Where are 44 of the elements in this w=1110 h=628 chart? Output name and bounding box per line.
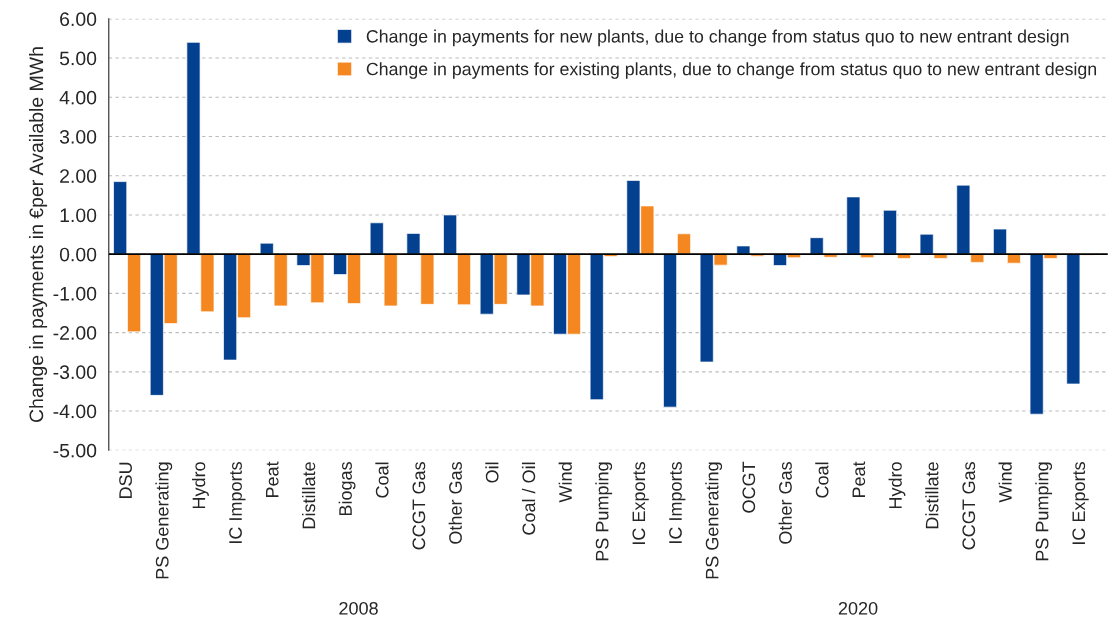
x-tick-label: Wind — [998, 462, 1012, 503]
x-tick-label: Peat — [852, 461, 866, 498]
y-tick-label: -1.00 — [53, 286, 97, 301]
text: 2020 — [838, 601, 878, 615]
x-tick-label: Wind — [558, 462, 572, 503]
x-tick-label: CCGT Gas — [962, 462, 976, 550]
x-tick-label: OCGT — [742, 461, 756, 513]
x-tick-label: Distillate — [925, 462, 939, 529]
x-tick-label: Oil — [485, 462, 499, 483]
x-tick-label: Peat — [266, 461, 279, 498]
y-tick-label: 2.00 — [60, 169, 97, 183]
y-tick-label: -3.00 — [53, 365, 97, 380]
y-tick-label: -5.00 — [53, 443, 97, 458]
x-tick-label: Coal — [375, 462, 389, 498]
legend-label: Change in payments for new plants, due to change from status quo to new entrant design — [366, 29, 1069, 47]
y-tick-label: 6.00 — [60, 12, 97, 27]
x-tick-label: CCGT Gas — [412, 462, 426, 550]
legend-label: Change in payments for existing plants, due to change from status quo to new entrant design — [366, 62, 1097, 79]
y-tick-label: 3.00 — [59, 129, 97, 144]
x-tick-label: IC Imports — [669, 462, 686, 543]
y-axis-title: Change in payments in €per Available MWh — [28, 47, 48, 422]
y-tick-label: 4.00 — [59, 90, 97, 105]
x-tick-label: IC Exports — [1072, 462, 1089, 544]
x-tick-label: IC Exports — [632, 462, 649, 544]
x-tick-label: Hydro — [192, 462, 209, 509]
x-tick-label: IC Imports — [229, 462, 246, 543]
x-tick-label: Other Gas — [778, 462, 792, 544]
x-tick-label: DSU — [119, 462, 132, 499]
text: 2008 — [339, 601, 378, 615]
x-tick-label: PS Pumping — [1035, 462, 1053, 561]
y-tick-label: -2.00 — [53, 326, 97, 340]
y-tick-label: 0.00 — [59, 247, 97, 262]
x-tick-label: Coal / Oil — [521, 462, 536, 535]
x-tick-label: PS Generating — [155, 462, 173, 579]
x-tick-label: PS Generating — [705, 462, 723, 579]
x-tick-label: Distillate — [302, 462, 316, 529]
y-tick-label: -4.00 — [53, 404, 97, 419]
y-tick-label: 5.00 — [59, 51, 97, 66]
x-tick-label: PS Pumping — [595, 462, 613, 561]
x-tick-label: Coal — [815, 462, 829, 498]
y-tick-label: 1.00 — [60, 208, 97, 223]
x-tick-label: Biogas — [338, 462, 356, 516]
x-tick-label: Other Gas — [448, 462, 462, 544]
x-tick-label: Hydro — [888, 462, 906, 509]
